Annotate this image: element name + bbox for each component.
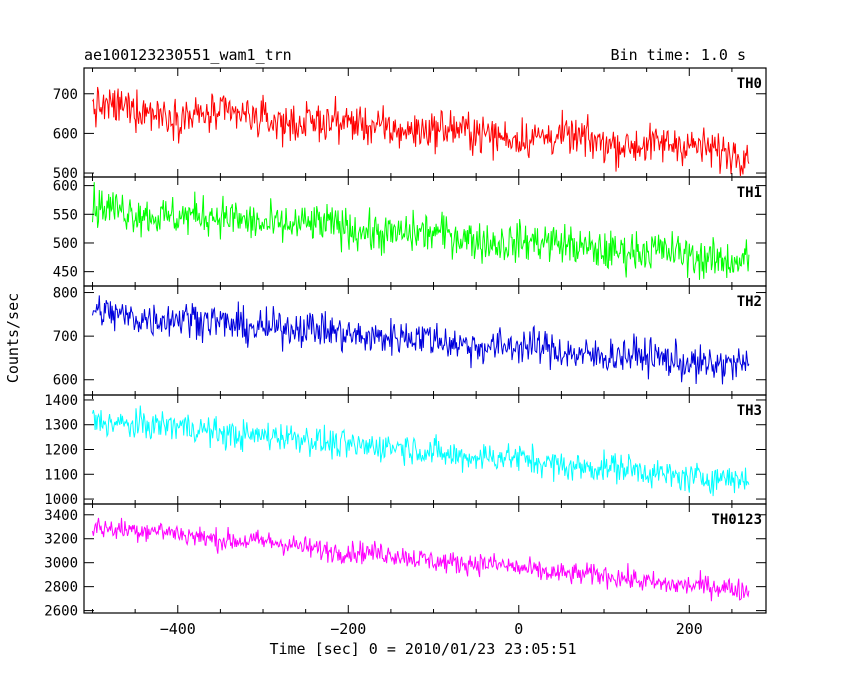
y-tick-label-th3: 1400 (44, 393, 78, 409)
x-tick-label: −200 (330, 620, 366, 638)
panel-frame-th2 (83, 285, 767, 396)
y-tick-label-th1: 600 (53, 179, 78, 195)
series-label-th1: TH1 (737, 185, 762, 201)
y-tick-label-th0123: 2800 (44, 580, 78, 596)
series-line-th3 (92, 405, 750, 497)
bin-time-label: Bin time: 1.0 s (611, 46, 746, 64)
panel-th3: 1000 1100 1200 1300 1400 TH3 (44, 393, 767, 508)
y-tick-label-th1: 450 (53, 265, 78, 281)
series-label-th0: TH0 (737, 76, 762, 92)
x-tick-label: 200 (676, 620, 703, 638)
y-tick-label-th3: 1300 (44, 418, 78, 434)
panel-th1: 450 500 550 600 TH1 (53, 176, 767, 287)
panel-th2: 600 700 800 TH2 (53, 285, 767, 396)
y-tick-label-th0123: 2600 (44, 604, 78, 620)
panel-frame-th0123 (83, 503, 767, 614)
y-tick-label-th0: 600 (53, 126, 78, 142)
x-axis-label: Time [sec] 0 = 2010/01/23 23:05:51 (269, 640, 576, 658)
y-tick-label-th3: 1100 (44, 467, 78, 483)
series-label-th0123: TH0123 (711, 512, 762, 528)
series-label-th2: TH2 (737, 294, 762, 310)
series-label-th3: TH3 (737, 403, 762, 419)
panel-th0123: 2600 2800 3000 3200 3400 TH0123 (44, 503, 767, 620)
y-tick-label-th0: 500 (53, 166, 78, 182)
panel-th0: 500 600 700 TH0 (53, 67, 767, 182)
x-tick-label: 0 (514, 620, 523, 638)
chart-title: ae100123230551_wam1_trn (84, 46, 292, 64)
series-line-th2 (92, 295, 750, 385)
panel-frame-th0 (83, 67, 767, 178)
y-tick-label-th2: 700 (53, 329, 78, 345)
y-tick-label-th0123: 3000 (44, 556, 78, 572)
y-tick-label-th1: 500 (53, 236, 78, 252)
y-tick-label-th3: 1200 (44, 443, 78, 459)
y-tick-label-th2: 600 (53, 373, 78, 389)
series-line-th0123 (92, 517, 750, 602)
panel-frame-th3 (83, 394, 767, 505)
y-tick-label-th0: 700 (53, 87, 78, 103)
x-tick-label: −400 (160, 620, 196, 638)
y-tick-label-th3: 1000 (44, 492, 78, 508)
series-line-th0 (92, 86, 750, 177)
y-axis-label: Counts/sec (4, 293, 22, 383)
y-tick-label-th0123: 3200 (44, 532, 78, 548)
y-tick-label-th1: 550 (53, 207, 78, 223)
y-tick-label-th0123: 3400 (44, 508, 78, 524)
series-line-th1 (92, 182, 750, 280)
y-tick-label-th2: 800 (53, 286, 78, 302)
